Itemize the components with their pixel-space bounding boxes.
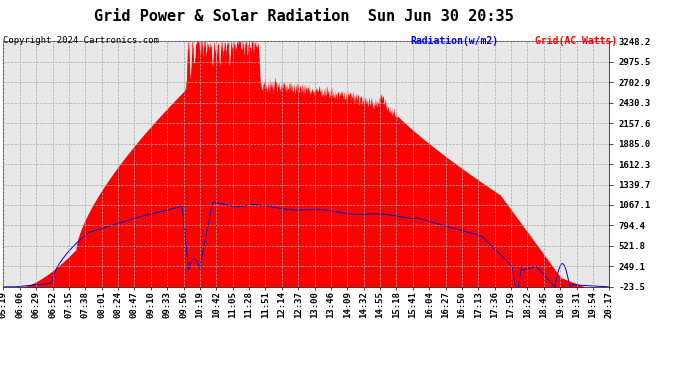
Text: Copyright 2024 Cartronics.com: Copyright 2024 Cartronics.com [3, 36, 159, 45]
Text: Grid Power & Solar Radiation  Sun Jun 30 20:35: Grid Power & Solar Radiation Sun Jun 30 … [94, 9, 513, 24]
Text: Radiation(w/m2): Radiation(w/m2) [411, 36, 499, 46]
Text: Grid(AC Watts): Grid(AC Watts) [535, 36, 617, 46]
